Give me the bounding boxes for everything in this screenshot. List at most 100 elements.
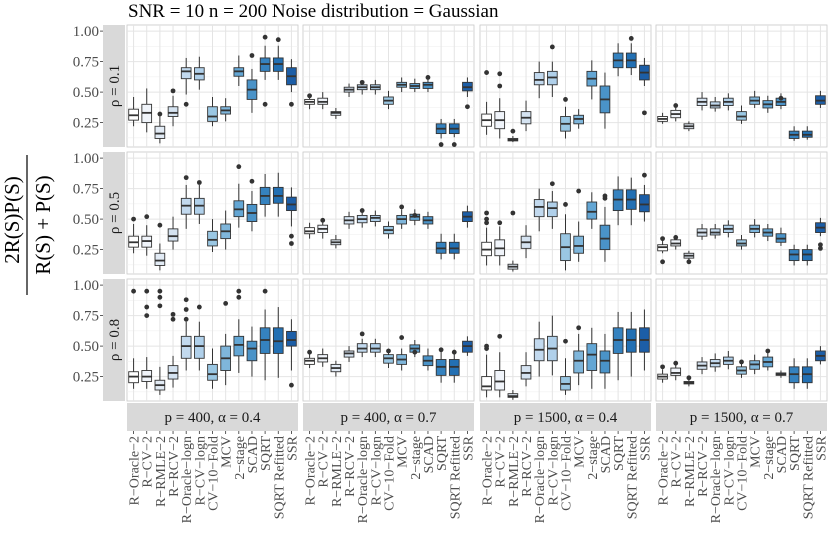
box [533, 199, 545, 218]
outlier-point [170, 311, 176, 317]
x-tick-label: MCV [749, 436, 764, 468]
x-tick-label: R−CV−2 [317, 436, 332, 488]
outlier-point [170, 88, 176, 94]
outlier-point [818, 245, 823, 251]
col-strip-label: p = 400, α = 0.7 [340, 410, 437, 426]
outlier-point [386, 348, 391, 354]
outlier-point [157, 111, 163, 117]
y-tick-label: 0.50 [73, 212, 99, 228]
x-tick-label: R−CV−2 [141, 436, 156, 488]
x-tick-label: R−RMLE−2 [507, 436, 522, 507]
outlier-point [673, 103, 679, 108]
row-strip [103, 25, 125, 147]
y-tick-label: 1.00 [73, 278, 99, 294]
outlier-point [144, 313, 150, 318]
outlier-point [236, 288, 242, 294]
x-tick-label: R−CV−logn [193, 436, 208, 505]
x-tick-label: CV−10−Fold [383, 436, 398, 511]
outlier-point [484, 70, 489, 75]
outlier-point [642, 110, 647, 116]
box [533, 72, 545, 86]
outlier-point [673, 360, 679, 366]
x-tick-label: R−Oracle−2 [304, 436, 319, 505]
col-strip [480, 403, 651, 431]
box [481, 376, 492, 391]
col-strip-label: p = 400, α = 0.4 [164, 410, 261, 426]
outlier-point [307, 349, 312, 355]
x-tick-label: CV−10−Fold [207, 436, 222, 511]
outlier-point [425, 75, 431, 80]
box [154, 125, 166, 139]
col-strip-label: p = 1500, α = 0.4 [514, 410, 618, 426]
box [494, 370, 506, 391]
outlier-point [673, 235, 679, 240]
x-tick-label: R−Oracle−logn [533, 436, 548, 523]
col-strip [303, 403, 474, 431]
outlier-point [183, 101, 189, 107]
x-tick-label: SSR [461, 435, 476, 461]
outlier-point [399, 204, 405, 210]
chart-title: SNR = 10 n = 200 Noise distribution = Ga… [128, 1, 499, 22]
outlier-point [510, 210, 516, 216]
x-tick-label: CV−10−Fold [560, 436, 575, 511]
outlier-point [497, 71, 503, 77]
box [207, 230, 218, 247]
outlier-point [170, 316, 176, 322]
outlier-point [686, 259, 692, 265]
x-tick-label: R−RCV−2 [343, 436, 358, 497]
outlier-point [484, 346, 489, 351]
outlier-point [438, 142, 444, 147]
x-tick-label: R−RMLE−2 [683, 436, 698, 507]
box [167, 228, 179, 242]
outlier-point [157, 222, 163, 228]
x-tick-label: MCV [220, 436, 235, 468]
outlier-point [249, 178, 255, 184]
outlier-point [289, 101, 294, 107]
outlier-point [465, 104, 470, 110]
outlier-point [563, 338, 568, 344]
x-tick-label: R−Oracle−logn [709, 436, 724, 523]
outlier-point [289, 233, 294, 239]
y-tick-label: 0.25 [73, 243, 99, 259]
y-axis-label-numerator: 2R(S)P(S) [0, 176, 24, 264]
outlier-point [223, 301, 229, 306]
outlier-point [236, 294, 242, 300]
x-tick-label: SSR [285, 435, 300, 461]
x-tick-label: R−Oracle−logn [356, 436, 371, 523]
outlier-point [642, 172, 647, 178]
x-tick-label: SQRT Refitted [272, 436, 287, 519]
outlier-point [818, 242, 823, 248]
box [639, 194, 650, 213]
y-tick-label: 0.25 [73, 370, 99, 386]
outlier-point [236, 164, 242, 170]
outlier-point [412, 213, 418, 218]
outlier-point [196, 180, 202, 185]
outlier-point [510, 128, 516, 134]
outlier-point [359, 331, 365, 337]
outlier-point [660, 259, 665, 265]
outlier-point [438, 347, 444, 353]
outlier-point [157, 294, 163, 300]
x-tick-label: SCAD [246, 436, 261, 473]
outlier-point [183, 307, 189, 312]
x-tick-label: SQRT Refitted [801, 436, 816, 519]
x-tick-label: MCV [396, 436, 411, 468]
outlier-point [549, 44, 555, 50]
x-tick-label: SSR [814, 435, 829, 461]
outlier-point [144, 288, 150, 294]
outlier-point [262, 288, 268, 294]
box [599, 350, 611, 374]
x-tick-label: R−RCV−2 [696, 436, 711, 497]
x-tick-label: 2−stage [233, 436, 248, 480]
x-tick-label: SSR [638, 435, 653, 461]
outlier-point [497, 83, 503, 89]
outlier-point [765, 348, 771, 354]
outlier-point [183, 297, 189, 303]
x-tick-label: MCV [573, 436, 588, 468]
outlier-point [249, 53, 255, 58]
col-strip [127, 403, 298, 431]
y-tick-label: 0.25 [73, 116, 99, 132]
x-tick-label: CV−10−Fold [736, 436, 751, 511]
